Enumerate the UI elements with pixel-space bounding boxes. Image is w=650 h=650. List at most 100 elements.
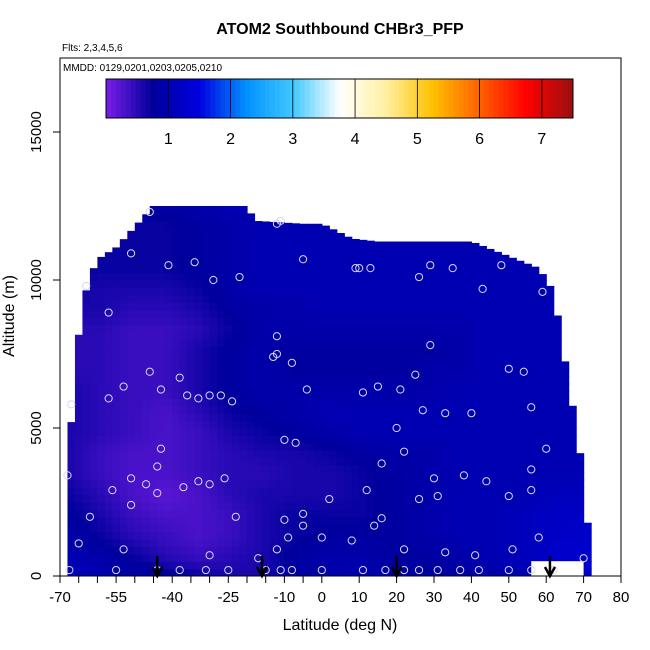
heat-cell-2071 <box>396 435 405 444</box>
heat-cell-2735 <box>501 254 510 259</box>
heat-cell-3091 <box>576 457 585 466</box>
sample-point-29 <box>347 536 356 545</box>
heat-cell-1447 <box>299 553 308 562</box>
heat-cell-2603 <box>486 568 495 576</box>
colorbar-cell-80 <box>503 79 509 118</box>
heat-cell-1493 <box>306 568 315 576</box>
colorbar-cell-13 <box>170 79 177 118</box>
heat-cell-2498 <box>463 339 472 348</box>
heat-cell-2941 <box>538 317 547 325</box>
heat-cell-213 <box>104 317 113 325</box>
heat-cell-1469 <box>299 391 308 399</box>
heat-cell-2844 <box>523 405 532 414</box>
heat-cell-595 <box>164 294 173 303</box>
heat-cell-2691 <box>493 251 502 259</box>
heat-cell-881 <box>209 398 218 407</box>
heat-cell-1083 <box>239 383 248 392</box>
heat-cell-93 <box>89 568 98 576</box>
heat-cell-2754 <box>508 435 517 444</box>
heat-cell-598 <box>164 272 173 281</box>
heat-cell-1122 <box>247 465 256 473</box>
heat-cell-705 <box>179 220 188 229</box>
heat-cell-236 <box>112 472 121 481</box>
heat-cell-36 <box>74 457 84 466</box>
heat-cell-2779 <box>516 568 525 576</box>
heat-cell-1433 <box>291 302 300 311</box>
heat-cell-1982 <box>381 413 390 422</box>
heat-cell-908 <box>217 568 226 576</box>
heat-cell-2358 <box>441 354 450 362</box>
heat-cell-719 <box>187 487 196 496</box>
heat-cell-2689 <box>493 265 502 274</box>
heat-cell-1332 <box>276 339 285 348</box>
heat-cell-878 <box>209 420 218 429</box>
heat-cell-736 <box>187 361 196 370</box>
heat-cell-2975 <box>546 368 555 377</box>
heat-cell-616 <box>172 509 181 518</box>
heat-cell-264 <box>112 265 121 274</box>
heat-cell-2032 <box>389 383 398 392</box>
heat-cell-1492 <box>299 223 308 229</box>
heat-cell-3040 <box>561 450 570 459</box>
heat-cell-2122 <box>404 398 413 407</box>
heat-cell-649 <box>172 265 181 274</box>
heat-cell-2055 <box>396 553 405 562</box>
heat-cell-1103 <box>239 235 248 244</box>
heat-cell-225 <box>112 553 121 562</box>
heat-cell-140 <box>97 531 106 540</box>
heat-cell-1216 <box>261 487 271 496</box>
heat-cell-459 <box>149 561 158 570</box>
heat-cell-2052 <box>389 241 398 244</box>
heat-cell-2745 <box>508 502 517 510</box>
heat-cell-2611 <box>486 509 495 518</box>
heat-cell-2246 <box>426 502 435 510</box>
heat-cell-1912 <box>366 250 375 259</box>
heat-cell-266 <box>112 250 121 259</box>
heat-cell-396 <box>134 309 143 318</box>
heat-cell-2363 <box>441 317 450 325</box>
heat-cell-2888 <box>531 398 540 407</box>
heat-cell-3022 <box>553 317 562 325</box>
heat-cell-1810 <box>351 324 360 333</box>
sample-point-84 <box>418 406 427 415</box>
heat-cell-1198 <box>254 265 263 274</box>
heat-cell-801 <box>194 250 203 259</box>
heat-cell-1900 <box>366 339 375 348</box>
heat-cell-3074 <box>568 413 577 422</box>
heat-cell-1095 <box>239 294 248 303</box>
heat-cell-1442 <box>291 235 300 244</box>
heat-cell-1805 <box>351 361 360 370</box>
heat-cell-163 <box>97 361 106 370</box>
heat-cell-872 <box>209 465 218 473</box>
heat-cell-1548 <box>314 516 323 525</box>
heat-cell-536 <box>157 361 166 370</box>
heat-cell-2028 <box>389 413 398 422</box>
heat-cell-2452 <box>456 339 465 348</box>
heat-cell-1978 <box>381 442 390 451</box>
heat-cell-1402 <box>291 531 300 540</box>
heat-cell-2629 <box>486 376 495 385</box>
heat-cell-1370 <box>284 413 293 422</box>
heat-cell-1174 <box>254 442 263 451</box>
heat-cell-334 <box>127 420 136 429</box>
heat-cell-804 <box>194 228 203 237</box>
heat-cell-980 <box>224 405 233 414</box>
heat-cell-192 <box>104 472 113 481</box>
heat-cell-2662 <box>493 465 502 473</box>
heat-cell-1262 <box>269 502 278 510</box>
heat-cell-920 <box>217 479 226 488</box>
colorbar-cell-21 <box>210 79 216 118</box>
heat-cell-2148 <box>411 546 420 555</box>
heat-cell-1462 <box>299 442 308 451</box>
heat-cell-2004 <box>381 250 390 259</box>
heat-cell-1021 <box>232 472 241 481</box>
heat-cell-2525 <box>471 479 480 488</box>
heat-cell-1988 <box>381 368 390 377</box>
heat-cell-853 <box>202 235 211 244</box>
colorbar-cell-52 <box>364 79 370 118</box>
heat-cell-2099 <box>404 568 413 576</box>
heat-cell-3 <box>67 546 76 555</box>
heat-cell-2256 <box>426 428 435 436</box>
heat-cell-2360 <box>441 339 450 348</box>
heat-cell-1975 <box>381 465 390 473</box>
